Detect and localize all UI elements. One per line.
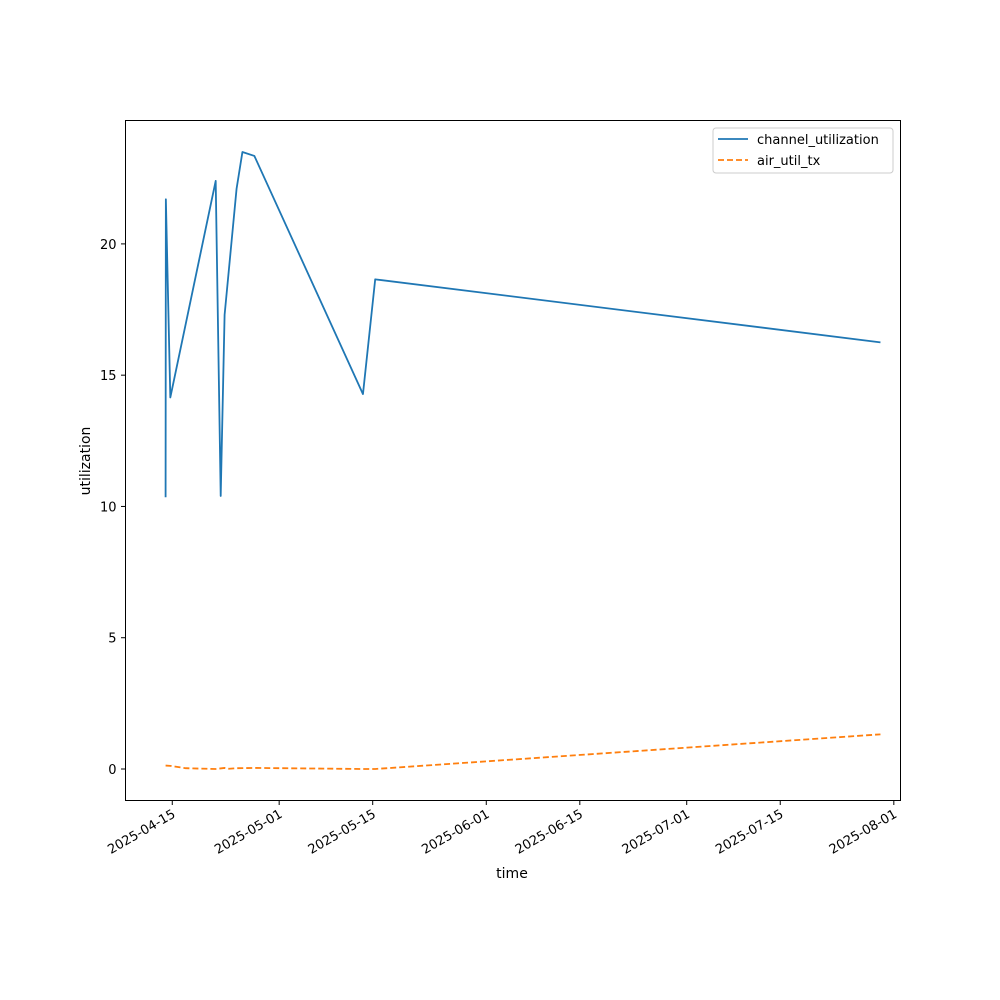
y-tick-label: 10 [100,500,117,515]
x-tick-label: 2025-08-01 [827,807,900,858]
x-tick-label: 2025-07-01 [620,807,693,858]
x-tick-label: 2025-06-01 [419,807,492,858]
x-tick-label: 2025-06-15 [513,807,586,858]
y-axis-label: utilization [78,427,94,496]
x-tick-label: 2025-05-15 [306,807,379,858]
legend-label: air_util_tx [757,154,821,169]
y-tick-label: 5 [108,632,116,647]
plot-frame [125,120,901,801]
legend: channel_utilization air_util_tx [712,127,894,174]
y-axis: 0 5 10 15 20 [100,238,126,778]
series-line-air-util-tx [165,733,881,770]
series-line-channel-utilization [164,151,881,498]
x-axis-label: time [496,866,528,882]
x-axis: 2025-04-15 2025-05-01 2025-05-15 2025-06-01… [105,800,900,858]
y-tick-label: 15 [100,369,117,384]
x-tick-label: 2025-05-01 [212,807,285,858]
x-tick-label: 2025-07-15 [713,807,786,858]
x-tick-label: 2025-04-15 [105,807,178,858]
legend-box [712,127,894,174]
series-layer [164,151,881,770]
legend-label: channel_utilization [757,133,879,148]
y-tick-label: 20 [100,238,117,253]
y-tick-label: 0 [108,763,116,778]
